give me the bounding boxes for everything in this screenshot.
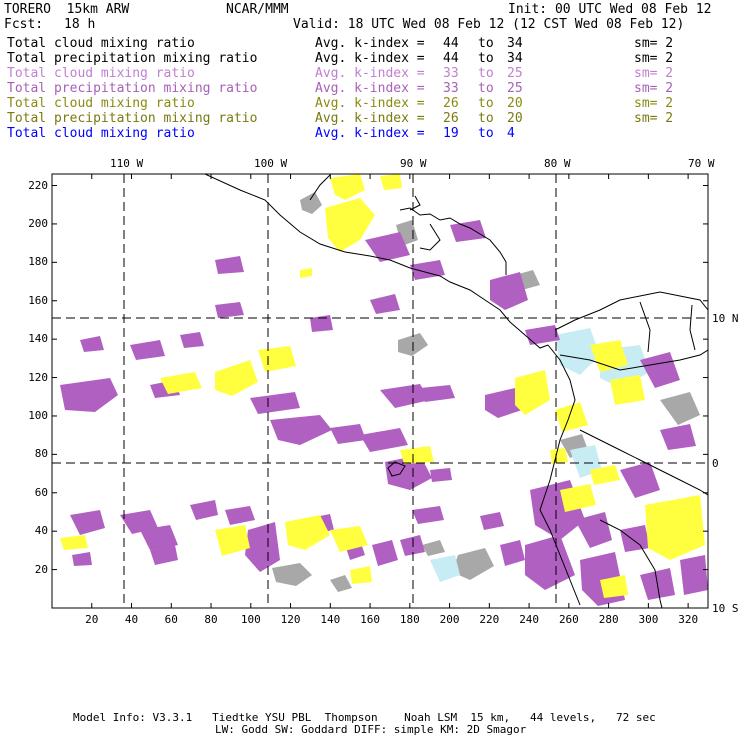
lat-label-10n: 10 N bbox=[712, 312, 739, 325]
lat-label-10s: 10 S bbox=[712, 602, 739, 615]
legend-kindex-from: 26 bbox=[443, 96, 459, 111]
y-tick-label: 140 bbox=[28, 332, 49, 346]
y-tick-label: 100 bbox=[28, 408, 49, 422]
legend-kindex-from: 26 bbox=[443, 111, 459, 126]
lat-label-0: 0 bbox=[712, 457, 719, 470]
legend-kindex-to: 20 bbox=[507, 111, 523, 126]
legend-kindex-from: 33 bbox=[443, 66, 459, 81]
legend-kindex-label: Avg. k-index = bbox=[315, 36, 425, 51]
x-tick-label: 100 bbox=[240, 613, 261, 626]
legend-kindex-from: 44 bbox=[443, 36, 459, 51]
x-tick-label: 320 bbox=[678, 613, 699, 626]
y-tick-label: 160 bbox=[28, 293, 49, 307]
init-time: Init: 00 UTC Wed 08 Feb 12 bbox=[508, 2, 712, 17]
x-tick-label: 140 bbox=[320, 613, 341, 626]
y-tick-label: 20 bbox=[34, 562, 49, 576]
legend-field: Total cloud mixing ratio bbox=[7, 36, 195, 51]
legend-to: to bbox=[478, 51, 494, 66]
legend-smoothing: sm= 2 bbox=[634, 66, 674, 81]
legend-kindex-label: Avg. k-index = bbox=[315, 51, 425, 66]
legend-to: to bbox=[478, 111, 494, 126]
legend-kindex-label: Avg. k-index = bbox=[315, 126, 425, 141]
lon-label-110w: 110 W bbox=[110, 157, 144, 170]
center-name: NCAR/MMM bbox=[226, 2, 289, 17]
legend-field: Total precipitation mixing ratio bbox=[7, 111, 258, 126]
legend-kindex-from: 19 bbox=[443, 126, 459, 141]
x-tick-label: 280 bbox=[598, 613, 619, 626]
legend-field: Total precipitation mixing ratio bbox=[7, 51, 258, 66]
x-tick-marks bbox=[91, 174, 689, 608]
y-tick-label: 220 bbox=[28, 178, 49, 192]
legend-kindex-to: 34 bbox=[507, 36, 523, 51]
x-tick-label: 80 bbox=[204, 613, 218, 626]
gray-cloud-areas bbox=[272, 192, 700, 592]
x-tick-label: 260 bbox=[558, 613, 579, 626]
legend-to: to bbox=[478, 36, 494, 51]
legend-kindex-label: Avg. k-index = bbox=[315, 66, 425, 81]
legend-field: Total cloud mixing ratio bbox=[7, 96, 195, 111]
legend-to: to bbox=[478, 126, 494, 141]
x-tick-label: 120 bbox=[280, 613, 301, 626]
y-tick-label: 120 bbox=[28, 370, 49, 384]
x-tick-label: 40 bbox=[124, 613, 139, 626]
x-tick-label: 160 bbox=[360, 613, 381, 626]
legend-kindex-to: 4 bbox=[507, 126, 515, 141]
lon-label-70w: 70 W bbox=[688, 157, 715, 170]
lon-label-80w: 80 W bbox=[544, 157, 571, 170]
y-tick-label: 80 bbox=[34, 447, 49, 461]
legend-smoothing: sm= 2 bbox=[634, 96, 674, 111]
plot-frame bbox=[51, 173, 709, 609]
valid-time: Valid: 18 UTC Wed 08 Feb 12 (12 CST Wed … bbox=[293, 17, 685, 32]
legend-to: to bbox=[478, 66, 494, 81]
legend-kindex-to: 25 bbox=[507, 66, 523, 81]
legend-smoothing: sm= 2 bbox=[634, 81, 674, 96]
legend-kindex-from: 44 bbox=[443, 51, 459, 66]
legend-kindex-to: 25 bbox=[507, 81, 523, 96]
legend-field: Total precipitation mixing ratio bbox=[7, 81, 258, 96]
x-tick-label: 300 bbox=[638, 613, 659, 626]
legend-to: to bbox=[478, 96, 494, 111]
x-tick-label: 220 bbox=[479, 613, 500, 626]
y-tick-label: 200 bbox=[28, 216, 49, 230]
legend-field: Total cloud mixing ratio bbox=[7, 66, 195, 81]
forecast-label: Fcst: bbox=[4, 17, 44, 32]
physics-info: LW: Godd SW: Goddard DIFF: simple KM: 2D… bbox=[215, 723, 527, 736]
legend-smoothing: sm= 2 bbox=[634, 111, 674, 126]
y-tick-label: 40 bbox=[34, 524, 49, 538]
legend-smoothing: sm= 2 bbox=[634, 36, 674, 51]
legend-kindex-to: 20 bbox=[507, 96, 523, 111]
y-tick-label: 180 bbox=[28, 255, 49, 269]
x-tick-label: 200 bbox=[439, 613, 460, 626]
purple-areas bbox=[60, 220, 708, 606]
lon-label-100w: 100 W bbox=[254, 157, 288, 170]
lat-lon-grid bbox=[52, 174, 708, 608]
model-info: Model Info: V3.3.1 Tiedtke YSU PBL Thomp… bbox=[73, 711, 656, 724]
legend-kindex-label: Avg. k-index = bbox=[315, 81, 425, 96]
x-tick-label: 60 bbox=[164, 613, 178, 626]
x-tick-label: 180 bbox=[399, 613, 420, 626]
model-name: TORERO 15km ARW bbox=[4, 2, 130, 17]
legend-kindex-to: 34 bbox=[507, 51, 523, 66]
y-tick-label: 60 bbox=[34, 485, 49, 499]
legend-kindex-label: Avg. k-index = bbox=[315, 111, 425, 126]
lon-label-90w: 90 W bbox=[400, 157, 427, 170]
coastlines bbox=[204, 174, 708, 608]
legend-to: to bbox=[478, 81, 494, 96]
legend-smoothing: sm= 2 bbox=[634, 51, 674, 66]
y-tick-marks bbox=[52, 185, 708, 571]
yellow-areas bbox=[60, 174, 705, 598]
x-tick-label: 240 bbox=[519, 613, 540, 626]
x-tick-label: 20 bbox=[85, 613, 99, 626]
forecast-hours: 18 h bbox=[64, 17, 96, 32]
legend-field: Total cloud mixing ratio bbox=[7, 126, 195, 141]
legend-kindex-label: Avg. k-index = bbox=[315, 96, 425, 111]
legend-kindex-from: 33 bbox=[443, 81, 459, 96]
